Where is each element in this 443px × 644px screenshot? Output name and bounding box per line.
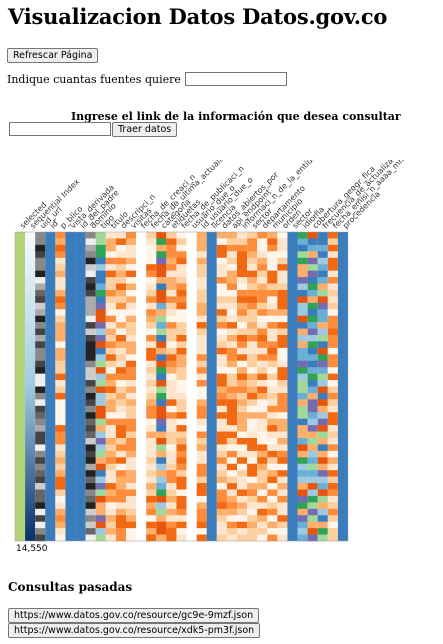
heatmap-column[interactable] — [15, 232, 26, 541]
column-label[interactable]: id — [48, 219, 60, 231]
heatmap-column[interactable] — [186, 232, 197, 541]
heatmap-column[interactable] — [206, 232, 217, 541]
heatmap-column[interactable] — [136, 232, 147, 541]
heatmap-column[interactable] — [126, 232, 137, 542]
link-label: Ingrese el link de la información que de… — [71, 110, 401, 123]
heatmap-column[interactable] — [277, 232, 288, 542]
heatmap-column[interactable] — [226, 232, 237, 542]
sources-count-input[interactable] — [185, 72, 287, 86]
heatmap-column[interactable] — [85, 232, 96, 542]
heatmap-column[interactable] — [45, 232, 56, 541]
past-queries-title: Consultas pasadas — [8, 580, 133, 594]
heatmap-column[interactable] — [317, 232, 328, 542]
sources-label: Indique cuantas fuentes quiere consultar… — [7, 73, 241, 86]
heatmap-column[interactable] — [25, 232, 36, 541]
link-input[interactable] — [9, 122, 111, 136]
heatmap-column[interactable] — [176, 232, 187, 542]
heatmap-column[interactable] — [35, 232, 46, 542]
heatmap-column[interactable] — [115, 232, 126, 542]
heatmap-column[interactable] — [105, 232, 116, 542]
heatmap-column[interactable] — [196, 232, 207, 542]
page-title: Visualizacion Datos Datos.gov.co — [8, 4, 388, 29]
heatmap-column[interactable] — [146, 232, 157, 542]
heatmap-column[interactable] — [216, 232, 227, 542]
heatmap-column[interactable] — [327, 232, 338, 542]
fetch-data-button[interactable]: Traer datos — [112, 122, 178, 137]
heatmap-column[interactable] — [337, 232, 348, 541]
heatmap-column[interactable] — [287, 232, 298, 541]
heatmap-column[interactable] — [307, 232, 318, 542]
heatmap-column[interactable] — [55, 232, 66, 542]
heatmap-column[interactable] — [95, 232, 106, 542]
heatmap-column[interactable] — [257, 232, 268, 542]
heatmap-border — [14, 231, 349, 542]
row-count-label: 14,550 — [16, 544, 48, 554]
heatmap-column[interactable] — [65, 232, 76, 541]
heatmap-column[interactable] — [166, 232, 177, 542]
refresh-button[interactable]: Refrescar Página — [7, 48, 99, 63]
heatmap-column[interactable] — [267, 232, 278, 542]
heatmap-column[interactable] — [237, 232, 248, 542]
past-query-button[interactable]: https://www.datos.gov.co/resource/xdk5-p… — [8, 623, 261, 638]
heatmap-column[interactable] — [247, 232, 258, 542]
heatmap-column[interactable] — [156, 232, 167, 542]
past-query-button[interactable]: https://www.datos.gov.co/resource/gc9e-9… — [8, 608, 260, 623]
heatmap-column[interactable] — [75, 232, 86, 541]
heatmap-column[interactable] — [297, 232, 308, 542]
